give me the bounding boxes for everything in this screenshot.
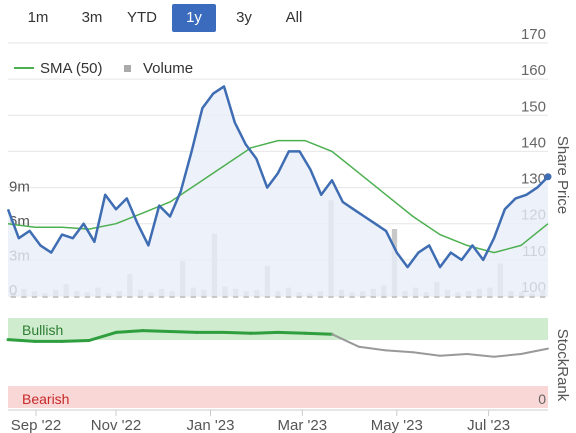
stockrank-segment [276,330,307,335]
stockrank-segment [385,349,414,354]
range-ytd-button[interactable]: YTD [127,9,157,26]
x-tick-label: Nov '22 [91,417,141,433]
price-area [8,86,548,297]
stockrank-segment [222,330,253,335]
stockrank-segment [303,331,334,336]
price-tick-label: 160 [521,62,546,79]
stockrank-segment [466,353,495,358]
range-3y-button[interactable]: 3y [236,9,252,26]
y-axis-label: Share Price [554,136,571,214]
price-tick-label: 170 [521,26,546,43]
range-all-button[interactable]: All [285,9,303,26]
stockrank-segment [168,330,199,334]
x-tick-label: Jul '23 [467,417,510,433]
legend-volume-swatch [124,65,131,72]
stockrank-segment [493,353,522,358]
legend-sma-label: SMA (50) [40,60,103,77]
legend-volume-label: Volume [143,60,193,77]
price-last-point [544,173,552,181]
bullish-zone [8,318,548,340]
x-tick-label: Jan '23 [187,417,235,433]
stockrank-segment [87,330,118,342]
stockrank-segment [358,345,387,352]
stockrank-segment [249,330,280,335]
range-3m-button[interactable]: 3m [81,9,103,26]
range-1m-button[interactable]: 1m [27,9,49,26]
stockrank-segment [439,353,468,357]
price-tick-label: 150 [521,98,546,115]
stockrank-segment [60,339,91,343]
price-tick-label: 140 [521,134,546,151]
range-selector: 1m 3m YTD 1y 3y All [0,0,340,36]
price-line [6,85,549,269]
volume-tick-label: 9m [9,179,30,196]
stockrank-segment [114,329,145,334]
stockrank-zero-label: 0 [538,391,546,407]
x-tick-label: Mar '23 [278,417,328,433]
x-tick-label: May '23 [371,417,423,433]
stockrank-segment [141,329,172,333]
range-1y-button[interactable]: 1y [172,4,216,32]
bullish-label: Bullish [22,322,63,338]
stockrank-segment [520,347,549,355]
bearish-label: Bearish [22,391,69,407]
stockrank-segment [331,333,360,348]
stockrank-segment [412,351,441,357]
stockrank-axis-label: StockRank [554,329,571,402]
stockrank-segment [6,338,37,343]
bearish-zone [8,386,548,408]
x-tick-label: Sep '22 [11,417,61,433]
